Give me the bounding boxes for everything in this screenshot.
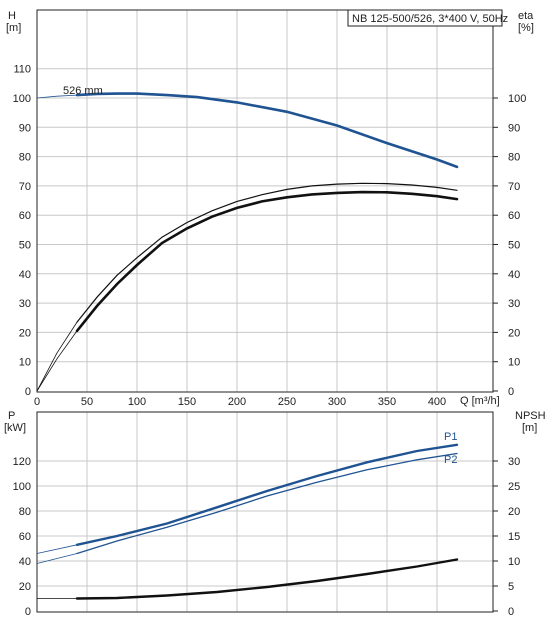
y-right-tick-label: 90: [508, 122, 520, 134]
lower-plot-frame: [36, 411, 494, 613]
x-tick-label: 0: [34, 396, 40, 408]
y-left-tick-label-lower: 20: [19, 581, 31, 593]
y-left-tick-label: 30: [19, 298, 31, 310]
y-right-tick-label: 100: [508, 93, 526, 105]
y-left-tick-label: 100: [13, 93, 31, 105]
y-left-label-lower: P: [8, 410, 15, 422]
y-left-tick-label: 20: [19, 327, 31, 339]
y-left-tick-label-lower: 60: [19, 531, 31, 543]
upper-plot-frame: [36, 9, 494, 393]
curve-eta-ref: [76, 182, 458, 323]
y-right-label: eta: [518, 10, 534, 22]
curve-eta-ref-extension: [36, 321, 78, 392]
y-right-tick-label-lower: 0: [508, 606, 514, 618]
curve-P2-extension: [36, 553, 78, 564]
y-right-tick-label: 30: [508, 298, 520, 310]
upper-ticks: 0 50 100 150 200 250 300 350 4000102030405060708…: [13, 64, 527, 408]
lower-series: [36, 443, 459, 600]
curve-H: [75, 92, 459, 169]
y-right-tick-label-lower: 10: [508, 556, 520, 568]
y-left-tick-label: 90: [19, 122, 31, 134]
y-left-unit-lower: [kW]: [4, 422, 26, 434]
y-left-tick-label-lower: 40: [19, 556, 31, 568]
y-right-tick-label: 20: [508, 327, 520, 339]
curve-P1-extension: [36, 544, 78, 554]
y-left-tick-label: 10: [19, 357, 31, 369]
impeller-size-annotation: 526 mm: [63, 85, 103, 97]
upper-series: [36, 92, 459, 392]
y-right-tick-label: 80: [508, 152, 520, 164]
curve-P2: [76, 452, 458, 555]
curve-eta: [75, 190, 459, 333]
x-tick-label: 150: [178, 396, 196, 408]
y-left-tick-label-lower: 0: [25, 606, 31, 618]
x-tick-label: 50: [81, 396, 93, 408]
y-right-tick-label-lower: 15: [508, 531, 520, 543]
upper-chart-panel: 0 50 100 150 200 250 300 350 4000102030405060708…: [6, 9, 534, 408]
curve-P1: [75, 443, 459, 546]
series-label-p1: P1: [444, 431, 457, 443]
y-left-tick-label: 60: [19, 210, 31, 222]
y-left-tick-label: 50: [19, 240, 31, 252]
y-right-tick-label: 40: [508, 269, 520, 281]
y-right-unit-lower: [m]: [522, 422, 537, 434]
y-right-tick-label-lower: 20: [508, 506, 520, 518]
y-left-tick-label-lower: 80: [19, 506, 31, 518]
x-tick-label: 350: [378, 396, 396, 408]
curve-NPSH: [75, 558, 459, 600]
y-left-tick-label: 40: [19, 269, 31, 281]
x-tick-label: 250: [278, 396, 296, 408]
y-right-tick-label: 10: [508, 357, 520, 369]
upper-grid: [37, 10, 493, 392]
series-label-p2: P2: [444, 454, 457, 466]
y-left-tick-label: 110: [13, 64, 31, 76]
chart-title: NB 125-500/526, 3*400 V, 50Hz: [352, 13, 508, 25]
y-left-unit: [m]: [6, 22, 21, 34]
y-right-label-lower: NPSH: [515, 410, 546, 422]
y-right-tick-label-lower: 25: [508, 481, 520, 493]
y-right-tick-label: 60: [508, 210, 520, 222]
y-right-tick-label-lower: 30: [508, 456, 520, 468]
curve-eta-extension: [36, 330, 78, 392]
y-right-unit: [%]: [518, 22, 534, 34]
x-axis-label: Q [m³/h]: [460, 395, 500, 407]
y-right-tick-label: 50: [508, 240, 520, 252]
y-left-tick-label-lower: 120: [13, 456, 31, 468]
y-right-tick-label-lower: 5: [508, 581, 514, 593]
lower-grid: [37, 412, 493, 612]
x-tick-label: 200: [228, 396, 246, 408]
title-box: [347, 9, 503, 27]
y-left-tick-label-lower: 100: [13, 481, 31, 493]
y-right-tick-label: 70: [508, 181, 520, 193]
y-left-tick-label: 70: [19, 181, 31, 193]
y-left-label: H: [8, 10, 16, 22]
x-tick-label: 300: [328, 396, 346, 408]
x-tick-label: 400: [428, 396, 446, 408]
y-left-tick-label: 80: [19, 152, 31, 164]
y-left-tick-label: 0: [25, 386, 31, 398]
lower-ticks: 0 20 40 60 80 100 120 0 5 10 15 20 25 30: [13, 456, 521, 618]
curve-H-extension: [36, 94, 78, 99]
y-right-tick-label: 0: [508, 386, 514, 398]
x-tick-label: 100: [128, 396, 146, 408]
